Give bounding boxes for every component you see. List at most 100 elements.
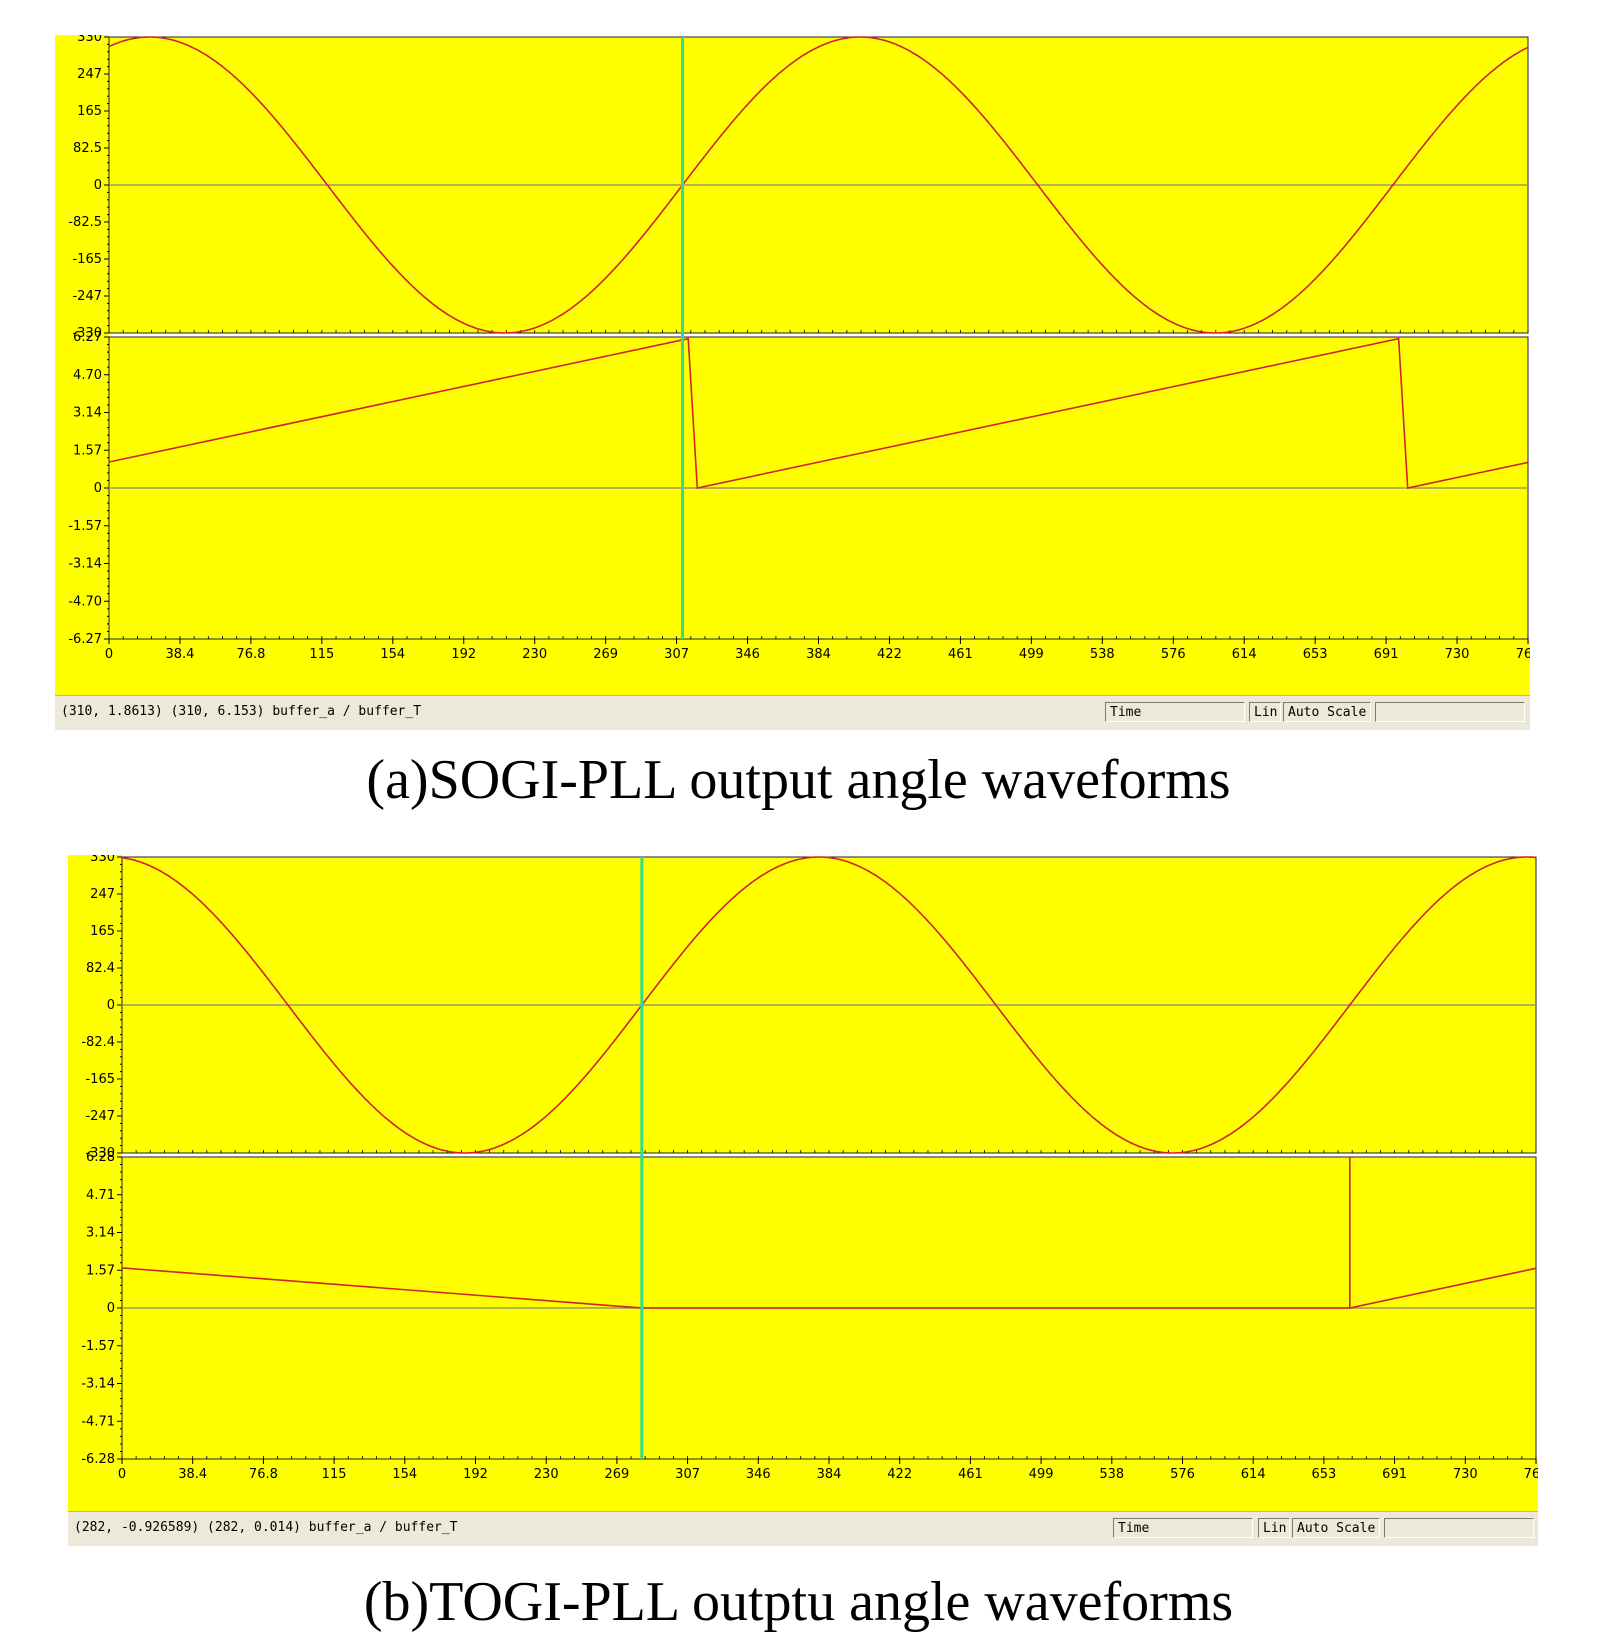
panel-b-bottom-y-tick-label: 0	[107, 1301, 115, 1316]
panel-a-bottom-y-tick-label: 3.14	[73, 406, 102, 421]
panel-a-empty-field	[1375, 702, 1525, 722]
panel-b-x-tick-label: 461	[958, 1467, 983, 1482]
panel-a-bottom-y-tick-label: -4.70	[68, 594, 102, 609]
panel-b-top-y-tick-label: -330	[85, 1146, 115, 1161]
panel-b-bottom-y-tick-label: -4.71	[81, 1414, 115, 1429]
panel-a-top-y-tick-label: 0	[94, 178, 102, 193]
panel-b-x-tick-label: 653	[1311, 1467, 1336, 1482]
panel-a-top-y-tick-label: 330	[77, 35, 102, 45]
panel-a-bottom-y-tick-label: -6.27	[68, 632, 102, 647]
panel-a-x-tick-label: 730	[1445, 647, 1470, 662]
panel-b-bottom-y-tick-label: 3.14	[86, 1226, 115, 1241]
panel-a-x-tick-label: 538	[1090, 647, 1115, 662]
panel-b-x-tick-label: 767	[1524, 1467, 1538, 1482]
panel-b-x-tick-label: 538	[1099, 1467, 1124, 1482]
panel-a-bottom-y-tick-label: 0	[94, 481, 102, 496]
panel-b-x-tick-label: 38.4	[178, 1467, 207, 1482]
panel-b-bottom-y-tick-label: -6.28	[81, 1452, 115, 1467]
panel-b-autoscale-field[interactable]: Auto Scale	[1292, 1518, 1380, 1538]
panel-a-top-series-line	[108, 36, 1529, 334]
panel-b-x-tick-label: 269	[604, 1467, 629, 1482]
panel-b-status-bar: (282, -0.926589) (282, 0.014) buffer_a /…	[68, 1511, 1538, 1546]
panel-a-x-tick-label: 422	[877, 647, 902, 662]
panel-a-top-y-tick-label: -82.5	[68, 215, 102, 230]
panel-a-scale-field[interactable]: Lin	[1249, 702, 1281, 722]
panel-b-x-tick-label: 691	[1382, 1467, 1407, 1482]
panel-a-autoscale-field[interactable]: Auto Scale	[1283, 702, 1371, 722]
panel-a-bottom-y-tick-label: 1.57	[73, 443, 102, 458]
panel-a-x-tick-label: 767	[1516, 647, 1530, 662]
panel-a-caption: (a)SOGI-PLL output angle waveforms	[366, 749, 1231, 811]
panel-b-x-tick-label: 346	[746, 1467, 771, 1482]
panel-a-x-tick-label: 499	[1019, 647, 1044, 662]
panel-b-bottom-y-tick-label: 6.28	[86, 1150, 115, 1165]
panel-a-x-tick-label: 269	[593, 647, 618, 662]
panel-a-bottom-series-line	[108, 336, 1529, 489]
panel-b-x-tick-label: 499	[1029, 1467, 1054, 1482]
panel-a-top-y-tick-label: -247	[72, 289, 102, 304]
panel-a-x-tick-label: 76.8	[236, 647, 265, 662]
panel-b-scale-field[interactable]: Lin	[1258, 1518, 1290, 1538]
panel-a-axis-field[interactable]: Time	[1105, 702, 1245, 722]
panel-b-x-axis-band	[68, 1459, 1538, 1512]
panel-a-x-tick-label: 576	[1161, 647, 1186, 662]
panel-a-top-y-tick-label: -165	[72, 252, 102, 267]
panel-b-bottom-y-tick-label: -3.14	[81, 1377, 115, 1392]
panel-b-x-tick-label: 192	[463, 1467, 488, 1482]
panel-a-status-bar: (310, 1.8613) (310, 6.153) buffer_a / bu…	[55, 695, 1530, 730]
panel-b-x-tick-label: 422	[887, 1467, 912, 1482]
panel-b-bottom-y-tick-label: -1.57	[81, 1339, 115, 1354]
panel-a-bottom-y-tick-label: 4.70	[73, 368, 102, 383]
panel-b-top-y-tick-label: 0	[107, 998, 115, 1013]
panel-a-x-tick-label: 384	[806, 647, 831, 662]
panel-b-top-y-tick-label: 330	[90, 855, 115, 865]
panel-b-bottom-y-tick-label: 1.57	[86, 1263, 115, 1278]
panel-b-x-tick-label: 384	[817, 1467, 842, 1482]
panel-b-top-y-tick-label: -82.4	[81, 1035, 115, 1050]
panel-b-top-y-tick-label: 247	[90, 887, 115, 902]
panel-b-x-tick-label: 115	[322, 1467, 347, 1482]
panel-b-axis-field[interactable]: Time	[1113, 1518, 1253, 1538]
panel-b-y-axis-band	[68, 855, 122, 1512]
panel-a-x-axis-band	[55, 639, 1530, 696]
panel-b-caption: (b)TOGI-PLL outptu angle waveforms	[363, 1571, 1234, 1633]
panel-a-top-y-tick-label: 165	[77, 104, 102, 119]
panel-b-top-y-tick-label: 165	[90, 924, 115, 939]
panel-b-top-series-line	[121, 856, 1537, 1154]
panel-b-cursor-readout: (282, -0.926589) (282, 0.014) buffer_a /…	[74, 1520, 458, 1535]
panel-a: 330 247 165 82.5 0 -82.5 -165 -247 -330 6.27 4.70 3…	[55, 35, 1530, 730]
panel-a-x-tick-label: 115	[309, 647, 334, 662]
panel-a-top-y-tick-label: 82.5	[73, 141, 102, 156]
panel-b-bottom-y-tick-label: 4.71	[86, 1188, 115, 1203]
panel-b-x-tick-label: 730	[1453, 1467, 1478, 1482]
panel-a-bottom-y-tick-label: -3.14	[68, 557, 102, 572]
panel-b-top-y-tick-label: -247	[85, 1109, 115, 1124]
panel-a-x-tick-label: 192	[451, 647, 476, 662]
panel-a-x-tick-label: 0	[105, 647, 113, 662]
panel-a-x-tick-label: 38.4	[165, 647, 194, 662]
panel-b-x-tick-label: 76.8	[249, 1467, 278, 1482]
panel-b: 330 247 165 82.4 0 -82.4 -165 -247 -330 6.28 4.71 3…	[68, 855, 1538, 1546]
panel-a-x-tick-label: 461	[948, 647, 973, 662]
panel-a-top-y-tick-label: 247	[77, 67, 102, 82]
panel-a-x-tick-label: 653	[1303, 647, 1328, 662]
panel-b-x-tick-label: 576	[1170, 1467, 1195, 1482]
panel-a-x-tick-label: 346	[735, 647, 760, 662]
panel-a-cursor-readout: (310, 1.8613) (310, 6.153) buffer_a / bu…	[61, 704, 422, 719]
panel-b-top-y-tick-label: -165	[85, 1072, 115, 1087]
panel-a-bottom-y-tick-label: -1.57	[68, 519, 102, 534]
panel-a-x-tick-label: 230	[522, 647, 547, 662]
panel-a-bottom-y-tick-label: 6.27	[73, 330, 102, 345]
panel-b-x-tick-label: 307	[675, 1467, 700, 1482]
panel-b-x-tick-label: 154	[392, 1467, 417, 1482]
panel-a-top-y-tick-label: -330	[72, 326, 102, 341]
panel-a-x-tick-label: 614	[1232, 647, 1257, 662]
panel-a-y-axis-band	[55, 35, 109, 696]
panel-b-x-tick-label: 0	[118, 1467, 126, 1482]
panel-a-x-tick-label: 691	[1374, 647, 1399, 662]
panel-b-top-y-tick-label: 82.4	[86, 961, 115, 976]
panel-b-empty-field	[1384, 1518, 1534, 1538]
panel-a-x-tick-label: 154	[380, 647, 405, 662]
